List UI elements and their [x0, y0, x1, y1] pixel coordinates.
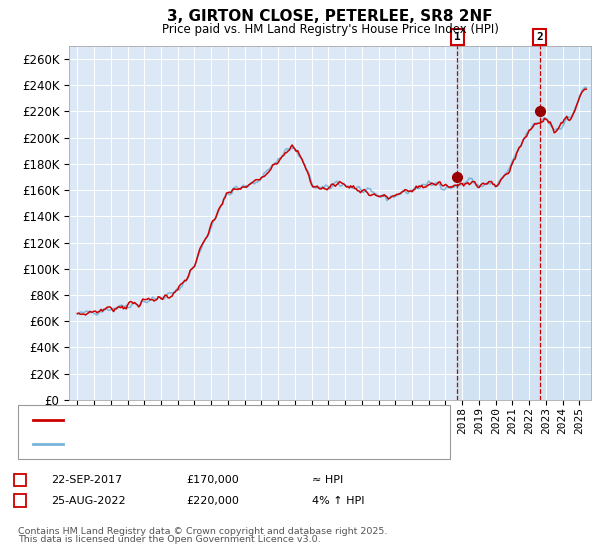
Text: 1: 1 — [18, 475, 25, 485]
Text: 2: 2 — [536, 32, 543, 42]
Text: £170,000: £170,000 — [186, 475, 239, 485]
Text: 1: 1 — [454, 32, 461, 42]
Bar — [457, 46, 592, 400]
Text: 22-SEP-2017: 22-SEP-2017 — [51, 475, 122, 485]
Text: ≈ HPI: ≈ HPI — [312, 475, 343, 485]
Text: This data is licensed under the Open Government Licence v3.0.: This data is licensed under the Open Gov… — [18, 535, 320, 544]
Text: 2: 2 — [18, 496, 25, 506]
Text: £220,000: £220,000 — [186, 496, 239, 506]
Text: 3, GIRTON CLOSE, PETERLEE, SR8 2NF: 3, GIRTON CLOSE, PETERLEE, SR8 2NF — [167, 8, 493, 24]
Text: Contains HM Land Registry data © Crown copyright and database right 2025.: Contains HM Land Registry data © Crown c… — [18, 527, 388, 536]
Text: HPI: Average price, detached house, County Durham: HPI: Average price, detached house, Coun… — [69, 438, 364, 449]
Text: 3, GIRTON CLOSE, PETERLEE, SR8 2NF (detached house): 3, GIRTON CLOSE, PETERLEE, SR8 2NF (deta… — [69, 416, 385, 425]
Text: 4% ↑ HPI: 4% ↑ HPI — [312, 496, 365, 506]
Text: 25-AUG-2022: 25-AUG-2022 — [51, 496, 125, 506]
Text: Price paid vs. HM Land Registry's House Price Index (HPI): Price paid vs. HM Land Registry's House … — [161, 24, 499, 36]
